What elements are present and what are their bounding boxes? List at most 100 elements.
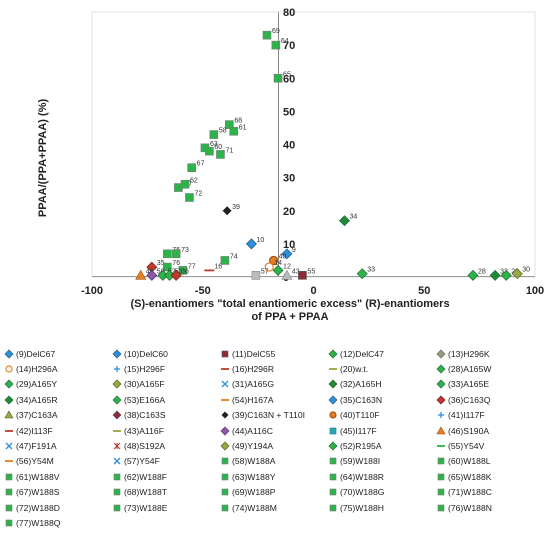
legend-item: (13)H296K: [436, 346, 544, 361]
legend-item: (29)A165Y: [4, 377, 112, 392]
legend-label: (30)A165F: [124, 379, 165, 390]
x-tick-label: -100: [81, 285, 103, 297]
legend-item: (32)A165H: [328, 377, 436, 392]
legend-marker-icon: [221, 381, 229, 388]
data-point-label: 73: [181, 247, 189, 254]
legend-label: (41)I117F: [448, 410, 485, 421]
data-point-label: 61: [239, 124, 247, 131]
legend-item: (47)F191A: [4, 438, 112, 453]
data-point: 16: [204, 263, 222, 272]
legend-label: (16)H296R: [232, 364, 275, 375]
y-tick-label: 40: [283, 140, 295, 152]
legend-item: (42)I113F: [4, 423, 112, 438]
legend-marker-icon: [112, 349, 122, 359]
legend-marker-icon: [328, 379, 338, 389]
legend-item: (70)W188G: [328, 485, 436, 500]
data-point: 77: [178, 263, 196, 275]
data-point: 73: [171, 247, 189, 259]
data-point: 50: [146, 268, 165, 281]
legend-marker-icon: [438, 412, 444, 419]
legend-label: (11)DelC55: [232, 348, 276, 359]
legend-marker-icon: [437, 504, 445, 511]
legend-marker-icon: [113, 504, 121, 511]
data-point: 58: [209, 128, 227, 139]
legend-marker-icon: [113, 488, 121, 496]
y-tick-label: 60: [283, 73, 295, 85]
y-tick-label: 70: [283, 40, 295, 52]
legend-label: (38)C163S: [124, 410, 166, 421]
legend-marker-icon: [436, 364, 446, 374]
data-point-label: 16: [214, 263, 222, 270]
legend-label: (34)A165R: [16, 394, 58, 405]
legend-label: (55)Y54V: [448, 441, 485, 452]
data-point-label: 69: [272, 28, 280, 35]
legend-item: (48)S192A: [112, 438, 220, 453]
legend-label: (77)W188Q: [16, 517, 61, 528]
legend-marker-icon: [329, 458, 337, 465]
data-point: 34: [339, 214, 358, 227]
legend-item: (52)R195A: [328, 438, 436, 453]
data-point: 60: [205, 144, 222, 156]
legend-label: (48)S192A: [124, 441, 166, 452]
legend-label: (56)Y54M: [16, 456, 54, 467]
data-point: 33: [356, 267, 375, 280]
legend-item: (54)H167A: [220, 392, 328, 407]
legend-item: (61)W188V: [4, 469, 112, 484]
legend-marker-icon: [221, 350, 229, 357]
legend-label: (37)C163A: [16, 410, 58, 421]
data-point-label: 62: [190, 177, 198, 184]
legend-item: (57)Y54F: [112, 454, 220, 469]
legend-label: (68)W188T: [124, 487, 167, 498]
legend-marker-icon: [221, 398, 229, 401]
legend-marker-icon: [113, 473, 121, 481]
legend-item: (35)C163N: [328, 392, 436, 407]
legend-item: (69)W188P: [220, 485, 328, 500]
legend-label: (54)H167A: [232, 394, 274, 405]
legend-label: (75)W188H: [340, 502, 384, 513]
legend-marker-icon: [221, 473, 229, 481]
x-tick-labels: -100 -50 0 50 100: [81, 285, 544, 297]
legend-item: (45)I117F: [328, 423, 436, 438]
legend-marker-icon: [220, 410, 230, 420]
data-point: 57: [251, 268, 269, 280]
legend-item: (15)H296F: [112, 361, 220, 376]
data-point-label: 34: [350, 214, 358, 221]
data-point-label: 46: [146, 268, 154, 275]
data-point: 32: [489, 268, 508, 281]
legend-label: (71)W188C: [448, 487, 492, 498]
legend-marker-icon: [221, 488, 229, 496]
data-point-label: 36: [181, 268, 189, 275]
data-point-label: 71: [225, 147, 233, 154]
legend-label: (47)F191A: [16, 441, 57, 452]
legend-marker-icon: [436, 426, 446, 434]
data-point-label: 35: [157, 260, 165, 267]
data-point: 76: [163, 260, 180, 272]
y-tick-label: 30: [283, 173, 295, 185]
legend-marker-icon: [5, 504, 13, 511]
legend-label: (57)Y54F: [124, 456, 160, 467]
legend-item: (64)W188R: [328, 469, 436, 484]
legend-label: (62)W188F: [124, 471, 167, 482]
legend-label: (74)W188M: [232, 502, 277, 513]
legend-label: (45)I117F: [340, 425, 377, 436]
data-point: 61: [229, 124, 247, 136]
data-point: 74: [220, 253, 238, 265]
legend-marker-icon: [221, 458, 229, 465]
x-axis-title-line2: of PPA + PPAA: [251, 311, 329, 323]
legend-label: (64)W188R: [340, 471, 384, 482]
legend-item: (63)W188Y: [220, 469, 328, 484]
legend-item: (58)W188A: [220, 454, 328, 469]
legend-label: (43)A116F: [124, 425, 164, 436]
legend-label: (32)A165H: [340, 379, 382, 390]
y-tick-label: 10: [283, 239, 295, 251]
legend-marker-icon: [437, 473, 445, 481]
data-point: 64: [271, 38, 289, 50]
legend-marker-icon: [437, 445, 445, 447]
data-point: 28: [467, 268, 486, 281]
legend-marker-icon: [329, 488, 337, 496]
legend-item: (75)W188H: [328, 500, 436, 515]
legend-item: (55)Y54V: [436, 438, 544, 453]
legend-marker-icon: [4, 410, 14, 419]
y-tick-labels: 01020304050607080: [283, 7, 295, 284]
legend-item: (43)A116F: [112, 423, 220, 438]
